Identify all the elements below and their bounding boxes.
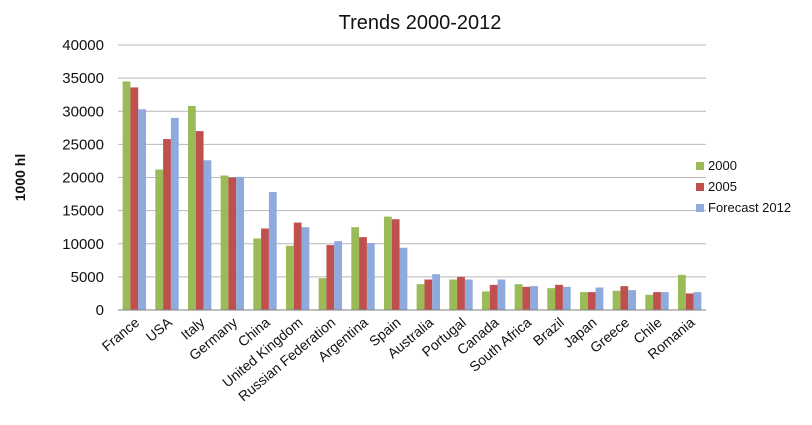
chart-title: Trends 2000-2012 (339, 12, 502, 34)
bar-2005 (620, 286, 629, 310)
bar-forecast-2012 (203, 160, 212, 310)
bar-2005 (555, 284, 563, 310)
y-tick-label: 25000 (62, 136, 104, 153)
bar-2005 (261, 228, 269, 310)
bar-2000 (612, 290, 621, 310)
bar-forecast-2012 (334, 241, 343, 310)
bar-forecast-2012 (301, 227, 310, 310)
y-tick-label: 0 (96, 302, 104, 319)
bar-2000 (187, 105, 196, 310)
bar-2005 (228, 177, 237, 310)
bar-2000 (253, 238, 262, 310)
bar-2000 (481, 291, 490, 310)
category-label: Brazil (530, 314, 567, 349)
y-tick-label: 10000 (62, 236, 104, 253)
bar-forecast-2012 (464, 279, 473, 310)
legend-entry: 2005 (708, 179, 737, 194)
bar-2005 (391, 219, 400, 310)
y-tick-label: 35000 (62, 70, 104, 87)
legend-entry: 2000 (708, 158, 737, 173)
bar-2000 (645, 294, 654, 310)
bar-2005 (293, 222, 302, 310)
legend: 2000 2005 Forecast 2012 (696, 158, 791, 215)
bar-2000 (318, 278, 327, 310)
bar-2005 (587, 292, 596, 310)
bar-2005 (326, 245, 335, 310)
bar-forecast-2012 (268, 192, 277, 310)
category-label: USA (143, 314, 176, 345)
bar-2000 (285, 245, 294, 310)
bar-2005 (359, 237, 367, 310)
bar-forecast-2012 (236, 176, 245, 310)
y-axis-ticks: 0 5000 10000 15000 20000 25000 30000 35000 40000 (62, 37, 104, 319)
bar-forecast-2012 (628, 290, 637, 310)
bar-2005 (457, 276, 465, 310)
bar-forecast-2012 (138, 109, 147, 310)
bar-2005 (424, 279, 433, 310)
bar-forecast-2012 (562, 286, 571, 310)
bar-2005 (522, 286, 531, 310)
bar-2000 (416, 284, 425, 310)
bar-2000 (351, 227, 360, 310)
bar-2000 (677, 274, 686, 310)
bar-forecast-2012 (660, 292, 669, 310)
bar-2000 (514, 284, 523, 310)
y-tick-label: 40000 (62, 37, 104, 54)
legend-swatch (696, 162, 704, 170)
bar-forecast-2012 (432, 274, 441, 310)
bar-2000 (122, 81, 131, 310)
bar-2005 (163, 139, 171, 310)
bars (122, 81, 702, 311)
y-axis-label: 1000 hl (12, 154, 28, 201)
y-tick-label: 15000 (62, 203, 104, 220)
bar-2005 (195, 131, 204, 310)
bar-2005 (685, 293, 694, 310)
bar-2000 (220, 175, 229, 310)
bar-forecast-2012 (366, 243, 375, 310)
bar-2005 (489, 284, 498, 310)
bar-forecast-2012 (693, 292, 702, 310)
legend-swatch (696, 204, 704, 212)
bar-2005 (653, 292, 661, 310)
bar-forecast-2012 (530, 286, 539, 310)
bar-2000 (579, 292, 588, 310)
y-tick-label: 20000 (62, 170, 104, 187)
bar-2000 (449, 279, 458, 310)
bar-forecast-2012 (595, 287, 604, 310)
legend-swatch (696, 183, 704, 191)
bar-2000 (547, 288, 556, 310)
bar-forecast-2012 (399, 247, 408, 310)
category-label: France (99, 314, 143, 354)
bar-2005 (130, 87, 139, 311)
legend-entry: Forecast 2012 (708, 200, 791, 215)
bar-2000 (383, 216, 392, 310)
bar-forecast-2012 (497, 279, 506, 310)
bar-2000 (155, 169, 164, 310)
y-tick-label: 30000 (62, 103, 104, 120)
y-tick-label: 5000 (71, 269, 104, 286)
gridlines (118, 44, 706, 278)
bar-forecast-2012 (170, 117, 179, 310)
